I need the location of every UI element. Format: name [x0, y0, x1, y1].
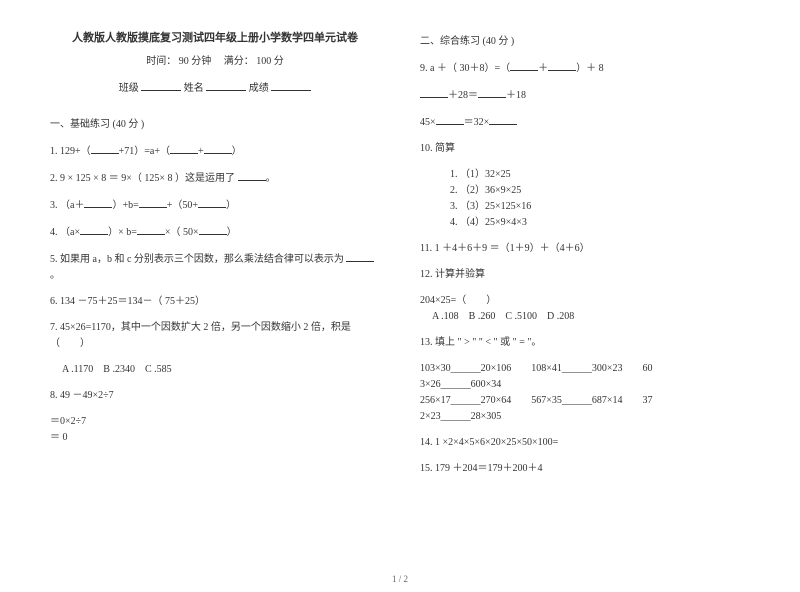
- name-label: 姓名: [184, 83, 204, 94]
- q9-blank5: [436, 114, 464, 125]
- q12: 12. 计算并验算: [420, 267, 750, 283]
- q5-blank: [346, 251, 374, 262]
- name-blank: [206, 80, 246, 91]
- class-label: 班级: [119, 83, 139, 94]
- left-column: 人教版人教版摸底复习测试四年级上册小学数学四单元试卷 时间： 90 分钟 满分：…: [50, 30, 380, 487]
- q1: 1. 129+（+71）=a+（+）: [50, 143, 380, 160]
- q9f: 45×: [420, 117, 436, 128]
- q14: 14. 1 ×2×4×5×6×20×25×50×100=: [420, 435, 750, 451]
- q4c: ×（ 50×: [165, 227, 199, 238]
- score-label: 满分：: [224, 56, 254, 67]
- q1a: 1. 129+（: [50, 146, 91, 157]
- info-line: 班级 姓名 成绩: [50, 80, 380, 97]
- q4-blank2: [137, 224, 165, 235]
- q3: 3. （a＋ ）+b= +（50+ ）: [50, 197, 380, 214]
- q4-blank3: [199, 224, 227, 235]
- q9-blank1: [510, 60, 538, 71]
- q13: 13. 填上 " > " " < " 或 " = "。: [420, 335, 750, 351]
- q5: 5. 如果用 a，b 和 c 分别表示三个因数，那么乘法结合律可以表示为 。: [50, 251, 380, 284]
- q9g: ＝32×: [464, 117, 490, 128]
- doc-title: 人教版人教版摸底复习测试四年级上册小学数学四单元试卷: [50, 30, 380, 48]
- q1-blank1: [91, 143, 119, 154]
- q7: 7. 45×26=1170，其中一个因数扩大 2 倍，另一个因数缩小 2 倍，积…: [50, 320, 380, 352]
- q12-options: A .108 B .260 C .5100 D .208: [432, 309, 750, 325]
- q5end: 。: [50, 270, 60, 281]
- time-value: 90 分钟: [179, 56, 212, 67]
- q13-row0: 103×30______20×106 108×41______300×23 60: [420, 361, 750, 377]
- right-column: 二、综合练习 (40 分 ) 9. a ＋（ 30＋8）=（ ＋ ）＋ 8 ＋28＝…: [420, 30, 750, 487]
- q9-blank2: [548, 60, 576, 71]
- q10-1: 1. （1）32×25: [450, 167, 750, 183]
- q4d: ）: [227, 227, 237, 238]
- q8a: 8. 49 －49×2÷7: [50, 388, 380, 404]
- doc-subtitle: 时间： 90 分钟 满分： 100 分: [50, 54, 380, 70]
- q8c: ＝ 0: [50, 430, 380, 446]
- q9c: ）＋ 8: [576, 63, 604, 74]
- q2t: 2. 9 × 125 × 8 ＝ 9×（ 125× 8 ）这是运用了: [50, 173, 235, 184]
- q1-blank3: [204, 143, 232, 154]
- q10-3: 3. （3）25×125×16: [450, 199, 750, 215]
- q3a: 3. （a＋: [50, 200, 84, 211]
- q13-row3: 2×23______28×305: [420, 409, 750, 425]
- q11: 11. 1 ＋4＋6＋9 ＝（1＋9）＋（4＋6）: [420, 241, 750, 257]
- q9-line2: ＋28＝ ＋18: [420, 87, 750, 104]
- q4: 4. （a× ）× b= ×（ 50× ）: [50, 224, 380, 241]
- q3b: ）+b=: [112, 200, 138, 211]
- class-blank: [141, 80, 181, 91]
- grade-label: 成绩: [249, 83, 269, 94]
- q3d: ）: [226, 200, 236, 211]
- grade-blank: [271, 80, 311, 91]
- q9a: 9. a ＋（ 30＋8）=（: [420, 63, 510, 74]
- q15: 15. 179 ＋204＝179＋200＋4: [420, 461, 750, 477]
- q2end: 。: [266, 173, 276, 184]
- q12a: 204×25=（ ）: [420, 293, 750, 309]
- time-label: 时间：: [146, 56, 176, 67]
- q2-blank: [238, 170, 266, 181]
- q1-blank2: [170, 143, 198, 154]
- q9e: ＋18: [506, 90, 526, 101]
- q9-blank6: [489, 114, 517, 125]
- q9d: ＋28＝: [448, 90, 478, 101]
- q9: 9. a ＋（ 30＋8）=（ ＋ ）＋ 8: [420, 60, 750, 77]
- page-footer: 1 / 2: [0, 574, 800, 584]
- q2: 2. 9 × 125 × 8 ＝ 9×（ 125× 8 ）这是运用了 。: [50, 170, 380, 187]
- q1b: +71）=a+（: [119, 146, 170, 157]
- q7-options: A .1170 B .2340 C .585: [62, 362, 380, 378]
- q4b: ）× b=: [108, 227, 137, 238]
- page-container: 人教版人教版摸底复习测试四年级上册小学数学四单元试卷 时间： 90 分钟 满分：…: [0, 0, 800, 497]
- q3-blank2: [139, 197, 167, 208]
- q4-blank1: [80, 224, 108, 235]
- q1d: ）: [232, 146, 242, 157]
- section-1-title: 一、基础练习 (40 分 ): [50, 117, 380, 133]
- section-2-title: 二、综合练习 (40 分 ): [420, 34, 750, 50]
- q3-blank1: [84, 197, 112, 208]
- q6: 6. 134 －75＋25＝134－（ 75＋25）: [50, 294, 380, 310]
- q9b: ＋: [538, 63, 548, 74]
- q9-blank3: [420, 87, 448, 98]
- q8b: ＝0×2÷7: [50, 414, 380, 430]
- q3-blank3: [198, 197, 226, 208]
- q9-line3: 45× ＝32×: [420, 114, 750, 131]
- q10-4: 4. （4）25×9×4×3: [450, 215, 750, 231]
- q13-row2: 256×17______270×64 567×35______687×14 37: [420, 393, 750, 409]
- q9-blank4: [478, 87, 506, 98]
- q4a: 4. （a×: [50, 227, 80, 238]
- q3c: +（50+: [167, 200, 198, 211]
- q10: 10. 简算: [420, 141, 750, 157]
- score-value: 100 分: [256, 56, 284, 67]
- q13-row1: 3×26______600×34: [420, 377, 750, 393]
- q10-2: 2. （2）36×9×25: [450, 183, 750, 199]
- q5t: 5. 如果用 a，b 和 c 分别表示三个因数，那么乘法结合律可以表示为: [50, 254, 344, 265]
